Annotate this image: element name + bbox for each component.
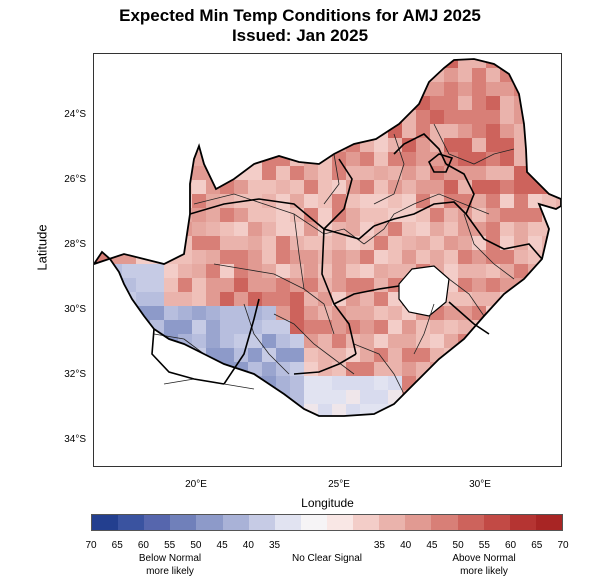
y-tick-label: 26°S xyxy=(64,174,86,185)
legend-swatch xyxy=(170,515,197,530)
legend-below-line1: Below Normal xyxy=(138,553,202,564)
legend-tick-label: 65 xyxy=(111,540,123,551)
legend-tick-label: 70 xyxy=(85,540,97,551)
probability-grid xyxy=(94,59,561,416)
legend-above-line2: more likely xyxy=(460,566,508,577)
legend-tick-label: 40 xyxy=(242,540,254,551)
legend-tick-label: 60 xyxy=(504,540,517,551)
x-tick-label: 25°E xyxy=(328,479,350,490)
legend-swatch xyxy=(509,515,536,530)
legend-swatch xyxy=(431,515,458,530)
legend-swatch xyxy=(92,515,119,530)
x-tick-label: 30°E xyxy=(469,479,491,490)
legend-tick-label: 55 xyxy=(164,540,176,551)
legend-swatch xyxy=(274,515,301,530)
legend-tick-label: 45 xyxy=(216,540,228,551)
legend-swatch xyxy=(144,515,171,530)
x-axis-title: Longitude xyxy=(301,496,354,510)
y-tick-label: 28°S xyxy=(64,239,86,250)
y-tick-label: 32°S xyxy=(64,369,86,380)
legend-tick-label: 50 xyxy=(452,540,464,551)
legend-below-line2: more likely xyxy=(146,566,194,577)
y-tick-label: 34°S xyxy=(64,434,86,445)
map-title: Expected Min Temp Conditions for AMJ 202… xyxy=(119,6,481,25)
legend-swatch xyxy=(300,515,327,530)
legend-swatch xyxy=(353,515,380,530)
legend-swatch xyxy=(118,515,145,530)
legend-swatch xyxy=(457,515,484,530)
legend-tick-label: 45 xyxy=(426,540,438,551)
legend-tick-label: 55 xyxy=(478,540,490,551)
province-boundaries xyxy=(151,133,543,385)
legend-tick-label: 50 xyxy=(190,540,202,551)
legend-tick-label: 60 xyxy=(137,540,149,551)
lesotho-area xyxy=(398,265,450,317)
y-axis-title: Latitude xyxy=(34,224,50,271)
legend-swatch xyxy=(379,515,406,530)
forecast-map xyxy=(94,58,561,417)
y-tick-label: 24°S xyxy=(64,109,86,120)
legend-swatch xyxy=(196,515,223,530)
legend-tick-label: 65 xyxy=(531,540,543,551)
legend-tick-label: 40 xyxy=(400,540,412,551)
legend-above-line1: Above Normal xyxy=(452,553,516,564)
legend-tick-label: 35 xyxy=(268,540,281,551)
legend-swatch xyxy=(326,515,354,530)
legend-center-label: No Clear Signal xyxy=(291,553,363,564)
country-outline xyxy=(94,58,561,417)
district-boundaries xyxy=(153,123,515,395)
legend-swatch xyxy=(222,515,249,530)
legend-swatch xyxy=(405,515,432,530)
map-subtitle: Issued: Jan 2025 xyxy=(231,26,369,45)
map-panel xyxy=(93,53,562,467)
legend-swatch xyxy=(535,515,562,530)
legend-colorbar xyxy=(91,514,563,531)
legend-swatch xyxy=(483,515,510,530)
legend-tick-label: 35 xyxy=(373,540,385,551)
x-tick-label: 20°E xyxy=(185,479,207,490)
y-tick-label: 30°S xyxy=(64,304,86,315)
legend-tick-label: 70 xyxy=(557,540,569,551)
legend-swatch xyxy=(248,515,275,530)
